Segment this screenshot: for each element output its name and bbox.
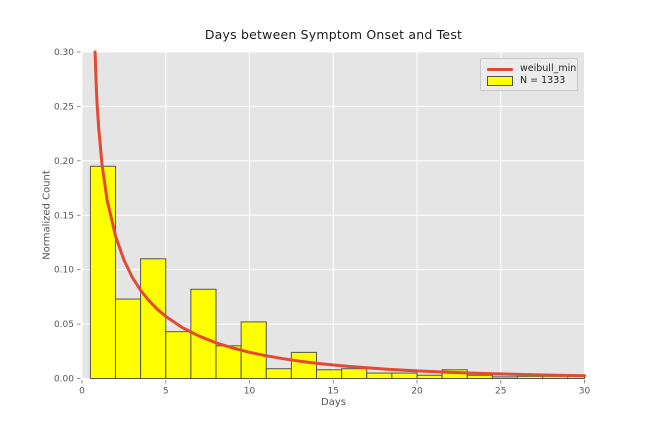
legend-label-count: N = 1333: [520, 75, 566, 87]
x-axis-label: Days: [321, 397, 346, 408]
histogram-bar: [215, 345, 242, 380]
y-axis-label: Normalized Count: [41, 170, 53, 260]
x-tick-label: 0: [79, 387, 85, 397]
y-tick-label: 0.05: [54, 320, 74, 330]
histogram-bar: [89, 165, 117, 379]
x-tick-label: 10: [244, 387, 256, 397]
histogram-bar: [517, 375, 544, 380]
y-tick-label: 0.00: [54, 375, 74, 385]
histogram-bar: [316, 369, 343, 380]
legend: weibull_min N = 1333: [480, 58, 578, 91]
histogram-bar: [290, 351, 318, 380]
histogram-bar: [341, 368, 368, 380]
histogram-bar: [165, 331, 192, 380]
y-tick-label: 0.15: [54, 211, 74, 221]
legend-row-histogram: N = 1333: [487, 75, 571, 87]
x-tick-label: 30: [579, 387, 591, 397]
x-tick-label: 20: [411, 387, 423, 397]
weibull-fit-curve: [93, 50, 586, 378]
y-tick-label: 0.20: [54, 157, 74, 167]
histogram-bar: [491, 376, 519, 379]
y-tick-label: 0.25: [54, 102, 74, 112]
histogram-bar: [391, 372, 418, 379]
histogram-bar: [466, 374, 493, 379]
y-tick-label: 0.30: [54, 48, 74, 58]
legend-label-weibull: weibull_min: [520, 63, 577, 75]
x-tick-label: 15: [328, 387, 339, 397]
histogram-bar: [366, 372, 393, 379]
legend-line-swatch: [487, 67, 513, 71]
histogram-bar: [140, 258, 167, 379]
histogram-bar: [115, 298, 142, 379]
legend-row-weibull: weibull_min: [487, 63, 576, 75]
x-tick-label: 25: [495, 387, 506, 397]
chart-title: Days between Symptom Onset and Test: [204, 27, 463, 42]
histogram-bar: [265, 368, 292, 380]
x-tick-label: 5: [163, 387, 169, 397]
histogram-bar: [416, 374, 443, 379]
y-tick-label: 0.10: [54, 266, 74, 276]
legend-patch-swatch: [487, 76, 513, 86]
